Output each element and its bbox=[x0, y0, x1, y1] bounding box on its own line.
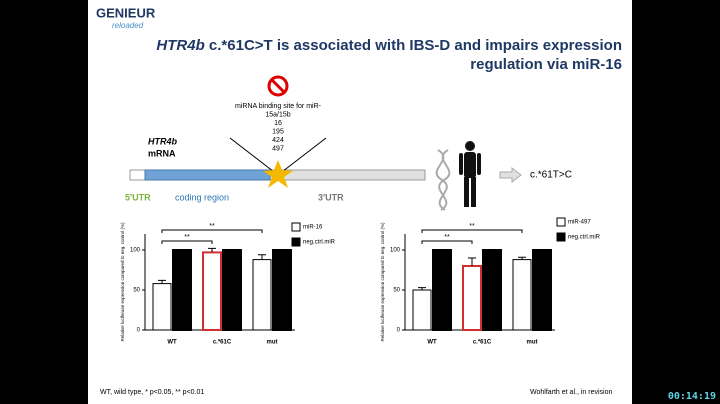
y-tick-label: 100 bbox=[390, 248, 401, 254]
legend-label: miR-16 bbox=[303, 225, 323, 231]
bar bbox=[152, 283, 172, 331]
error-bar bbox=[158, 279, 166, 284]
x-tick-label: mut bbox=[267, 340, 278, 346]
binding-site-label: 15a/15b bbox=[265, 111, 290, 118]
bar bbox=[252, 259, 272, 331]
y-tick-label: 100 bbox=[130, 248, 141, 254]
utr5-box bbox=[129, 169, 146, 181]
significance-label: ** bbox=[209, 223, 215, 230]
legend-label: miR-497 bbox=[568, 220, 591, 226]
bar bbox=[532, 249, 552, 331]
significance-label: ** bbox=[184, 234, 190, 241]
logo-sub: reloaded bbox=[112, 21, 144, 30]
binding-site-label: 16 bbox=[274, 120, 282, 127]
legend-swatch bbox=[291, 237, 301, 247]
coding-label: coding region bbox=[175, 192, 229, 202]
gene-label: HTR4b bbox=[148, 136, 178, 146]
y-axis-label: Relative luciferase expression compared … bbox=[380, 222, 385, 342]
title-text: regulation via miR-16 bbox=[470, 56, 622, 73]
bar bbox=[202, 251, 222, 331]
legend-label: neg.ctrl.miR bbox=[568, 235, 601, 241]
significance-bracket bbox=[161, 240, 213, 244]
title-text: c.*61C>T is associated with IBS-D and im… bbox=[208, 37, 622, 54]
error-bar bbox=[418, 287, 426, 290]
error-bar bbox=[468, 257, 476, 266]
molecule-label: mRNA bbox=[148, 148, 176, 158]
site-line bbox=[277, 137, 327, 176]
slide bbox=[88, 0, 632, 404]
human bbox=[459, 141, 481, 207]
bar bbox=[482, 249, 502, 331]
legend-swatch bbox=[556, 217, 566, 227]
y-tick-label: 0 bbox=[397, 328, 401, 334]
significance-label: ** bbox=[444, 234, 450, 241]
y-tick-label: 0 bbox=[137, 328, 141, 334]
x-tick-label: mut bbox=[527, 340, 538, 346]
y-tick-label: 50 bbox=[133, 288, 140, 294]
utr3-label: 3'UTR bbox=[318, 192, 344, 202]
binding-site-label: 497 bbox=[272, 145, 284, 152]
logo: GENIEUR bbox=[96, 5, 156, 20]
x-tick-label: WT bbox=[427, 340, 437, 346]
significance-label: ** bbox=[469, 223, 475, 230]
error-bar bbox=[208, 247, 216, 253]
bar bbox=[412, 289, 432, 331]
legend-swatch bbox=[291, 222, 301, 232]
error-bar bbox=[518, 256, 526, 260]
significance-bracket bbox=[421, 240, 473, 244]
bar bbox=[512, 259, 532, 331]
star bbox=[263, 160, 293, 188]
site-line bbox=[229, 137, 279, 176]
source: Wohlfarth et al., in revision bbox=[530, 389, 612, 396]
arrow bbox=[499, 166, 522, 184]
binding-site-label: miRNA binding site for miR- bbox=[235, 103, 322, 110]
title-gene: HTR4b bbox=[156, 37, 205, 54]
coding-box bbox=[144, 169, 271, 181]
utr5-label: 5'UTR bbox=[125, 192, 151, 202]
binding-site-label: 195 bbox=[272, 128, 284, 135]
significance-bracket bbox=[161, 229, 263, 233]
y-tick-label: 50 bbox=[393, 288, 400, 294]
x-tick-label: c.*61C bbox=[473, 340, 492, 346]
timestamp: 00:14:19 bbox=[667, 391, 716, 402]
bar bbox=[172, 249, 192, 331]
x-tick-label: WT bbox=[167, 340, 177, 346]
significance-bracket bbox=[421, 229, 523, 233]
legend-label: neg.ctrl.miR bbox=[303, 240, 336, 246]
bar bbox=[462, 265, 482, 331]
error-bar bbox=[258, 254, 266, 260]
bar bbox=[272, 249, 292, 331]
binding-site-label: 424 bbox=[272, 137, 284, 144]
x-tick-label: c.*61C bbox=[213, 340, 232, 346]
title: HTR4b c.*61C>T is associated with IBS-D … bbox=[122, 36, 622, 74]
bar bbox=[222, 249, 242, 331]
no-sign bbox=[270, 78, 286, 94]
dna bbox=[435, 149, 451, 211]
variant-label: c.*61T>C bbox=[530, 170, 572, 181]
bar bbox=[432, 249, 452, 331]
legend-swatch bbox=[556, 232, 566, 242]
footnote: WT, wild type, * p<0.05, ** p<0.01 bbox=[100, 389, 204, 396]
y-axis-label: Relative luciferase expression compared … bbox=[120, 222, 125, 342]
